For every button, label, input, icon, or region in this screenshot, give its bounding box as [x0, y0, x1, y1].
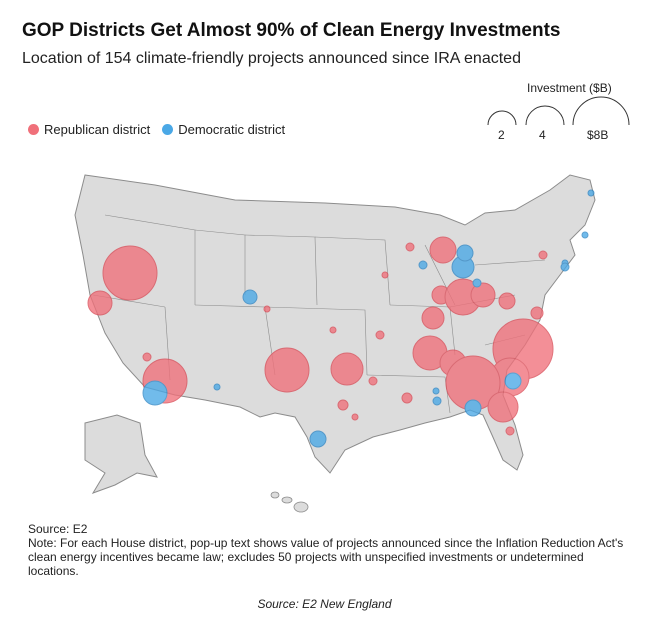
hawaii-island-1: [270, 491, 280, 499]
size-legend-arcs: [487, 96, 630, 126]
bubble-colorado-east: [263, 305, 271, 313]
bubble-ohio-columbus: [472, 278, 482, 288]
bubble-florida: [505, 426, 515, 436]
project-bubbles: [87, 189, 595, 448]
size-label-4: 4: [539, 128, 546, 142]
legend-republican: Republican district: [28, 122, 150, 137]
bubble-nevada: [102, 245, 158, 301]
alaska-shape: [84, 414, 158, 494]
bubble-texas-north: [337, 399, 349, 411]
size-arc-large: [572, 96, 630, 126]
bubble-maine: [587, 189, 595, 197]
bubble-kansas: [329, 326, 337, 334]
bubble-ohio-east: [470, 282, 496, 308]
bubble-louisiana: [432, 396, 442, 406]
bubble-oklahoma-east: [330, 352, 364, 386]
size-label-8: $8B: [587, 128, 609, 142]
legend-republican-label: Republican district: [44, 122, 151, 137]
bubble-arkansas: [368, 376, 378, 386]
bubble-alabama: [432, 387, 440, 395]
bubble-georgia-south: [487, 391, 519, 423]
image-caption: Source: E2 New England: [257, 597, 392, 611]
border-8: [314, 236, 391, 306]
republican-dot-icon: [28, 124, 39, 135]
bubble-virginia: [530, 306, 544, 320]
bubble-texas-houston: [351, 413, 359, 421]
bubble-south-carolina-inland: [504, 372, 522, 390]
bubble-new-jersey: [560, 262, 570, 272]
bubble-arizona-south: [142, 380, 168, 406]
bubble-pennsylvania: [498, 292, 516, 310]
bubble-michigan-west: [429, 236, 457, 264]
us-map: [74, 174, 596, 513]
page-subtitle: Location of 154 climate-friendly project…: [22, 50, 521, 67]
democratic-dot-icon: [162, 124, 174, 135]
bubble-missouri: [375, 330, 385, 340]
hawaii-island-3: [293, 501, 309, 513]
bubble-new-mexico: [213, 383, 221, 391]
size-arc-medium: [525, 105, 565, 126]
bubble-kentucky: [421, 306, 445, 330]
bubble-california: [87, 290, 113, 316]
page-title: GOP Districts Get Almost 90% of Clean En…: [22, 20, 561, 41]
bubble-mississippi: [401, 392, 413, 404]
size-legend-title: Investment ($B): [527, 81, 612, 95]
bubble-massachusetts: [581, 231, 589, 239]
bubble-iowa: [381, 271, 389, 279]
size-arc-small: [487, 110, 517, 126]
bubble-oklahoma-west: [264, 347, 310, 393]
legend-democratic: Democratic district: [162, 122, 285, 137]
bubble-new-york-west: [538, 250, 548, 260]
party-legend: Republican district Democratic district: [28, 122, 297, 137]
bubble-georgia-atlanta: [464, 399, 482, 417]
hawaii-island-2: [281, 496, 293, 504]
size-label-2: 2: [498, 128, 505, 142]
source-line: Source: E2: [28, 522, 88, 536]
bubble-colorado: [242, 289, 258, 305]
bubble-arizona-west: [142, 352, 152, 362]
bubble-michigan-central: [456, 244, 474, 262]
border-7: [264, 306, 368, 376]
bubble-illinois: [418, 260, 428, 270]
bubble-texas-austin: [309, 430, 327, 448]
note-text: Note: For each House district, pop-up te…: [28, 536, 624, 578]
border-13: [474, 259, 546, 266]
hawaii-islands: [270, 491, 309, 513]
border-10: [366, 374, 451, 414]
bubble-wisconsin: [405, 242, 415, 252]
notes-block: Source: E2 Note: For each House district…: [28, 522, 628, 578]
legend-democratic-label: Democratic district: [178, 122, 286, 137]
